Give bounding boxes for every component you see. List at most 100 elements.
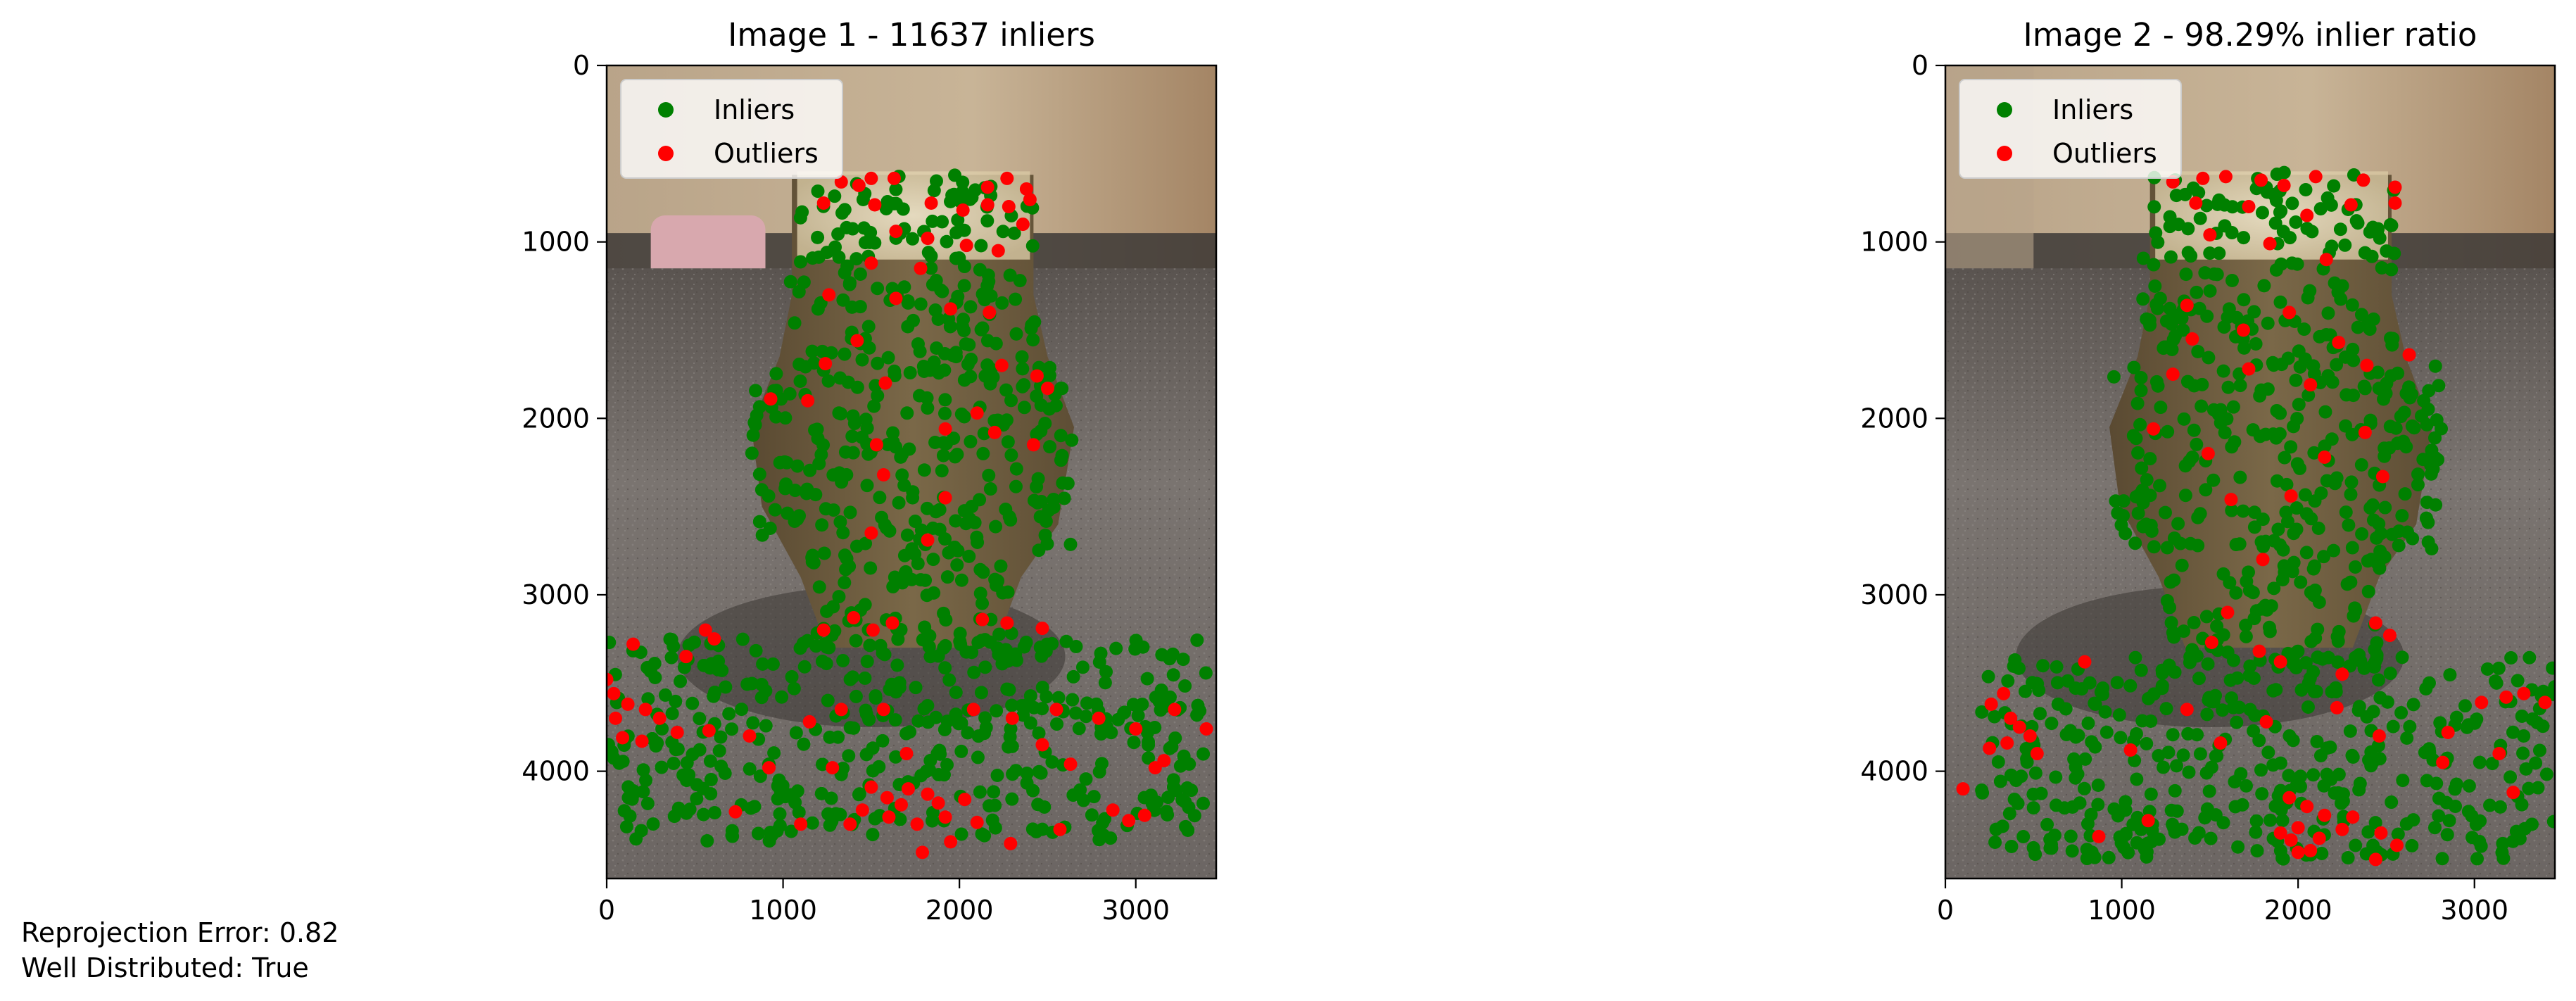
outlier-point <box>931 796 945 810</box>
inlier-point <box>2117 841 2131 855</box>
outlier-point <box>2441 725 2455 739</box>
inlier-point <box>987 785 1001 799</box>
inlier-point <box>940 570 954 584</box>
inlier-point <box>883 682 897 696</box>
inlier-point <box>669 694 683 708</box>
inlier-point <box>852 787 866 801</box>
inlier-point <box>1163 741 1177 755</box>
inlier-point <box>2242 584 2256 598</box>
inlier-point <box>2263 813 2277 827</box>
inlier-point <box>1009 462 1023 476</box>
inlier-point <box>2199 483 2213 497</box>
outlier-point <box>901 782 915 796</box>
inlier-point <box>840 552 854 566</box>
inlier-point <box>803 463 817 477</box>
inlier-point <box>2236 504 2250 518</box>
outlier-point <box>2273 826 2287 840</box>
inlier-point <box>2091 779 2105 793</box>
x-tick-label: 3000 <box>2440 895 2508 926</box>
inlier-point <box>929 174 943 188</box>
outlier-point <box>1035 738 1049 752</box>
inlier-point <box>2190 437 2204 451</box>
inlier-point <box>954 573 968 587</box>
inlier-point <box>2050 660 2064 674</box>
inlier-point <box>2160 594 2174 608</box>
inlier-point <box>2134 384 2148 398</box>
inlier-point <box>1017 401 1031 415</box>
inlier-point <box>860 655 874 669</box>
inlier-point <box>2152 749 2166 763</box>
inlier-point <box>2148 279 2162 294</box>
inlier-point <box>2225 440 2239 454</box>
outlier-point <box>2196 171 2210 185</box>
inlier-point <box>976 446 990 460</box>
outlier-point <box>2166 367 2180 382</box>
outlier-point <box>876 703 890 717</box>
x-tick-label: 2000 <box>926 895 994 926</box>
inlier-point <box>990 641 1004 655</box>
inlier-point <box>832 250 846 264</box>
inlier-point <box>846 409 860 423</box>
inlier-point <box>2167 531 2181 546</box>
inlier-point <box>2049 770 2063 784</box>
inlier-point <box>976 321 990 335</box>
inlier-point <box>933 743 947 757</box>
inlier-point <box>2304 634 2318 648</box>
inlier-point <box>2195 399 2209 413</box>
inlier-point <box>2233 470 2247 484</box>
inlier-point <box>2449 777 2463 791</box>
inlier-point <box>2140 312 2154 326</box>
inlier-point <box>2269 683 2283 697</box>
inlier-point <box>1988 835 2002 849</box>
inlier-point <box>2421 515 2435 529</box>
outlier-point <box>2147 422 2161 436</box>
inlier-point <box>2342 518 2356 532</box>
inlier-point <box>2187 423 2201 437</box>
inlier-point <box>828 624 842 638</box>
outlier-point <box>976 612 990 627</box>
inlier-point <box>973 263 987 277</box>
inlier-point <box>800 486 814 500</box>
inlier-point <box>2109 494 2123 508</box>
inlier-point <box>682 768 696 782</box>
inlier-point <box>2225 273 2239 287</box>
inlier-point <box>938 532 952 546</box>
inlier-point <box>937 406 952 420</box>
outlier-point <box>2499 690 2513 704</box>
inlier-point <box>948 168 962 182</box>
inlier-point <box>917 463 931 477</box>
inlier-point <box>926 553 940 567</box>
inlier-point <box>835 206 850 220</box>
inlier-point <box>2181 246 2195 260</box>
inlier-point <box>2249 336 2263 351</box>
inlier-point <box>2033 707 2047 721</box>
inlier-point <box>2492 661 2506 675</box>
inlier-point <box>2414 409 2428 423</box>
inlier-point <box>674 674 688 688</box>
inlier-point <box>1023 689 1037 703</box>
outlier-point <box>2388 180 2402 194</box>
inlier-point <box>2407 421 2421 435</box>
inlier-point <box>1976 786 1990 800</box>
outlier-point <box>2368 616 2382 630</box>
inlier-point <box>2164 616 2178 630</box>
inlier-point <box>909 681 923 695</box>
inlier-point <box>826 600 840 614</box>
outlier-point <box>1019 182 1033 196</box>
inlier-point <box>2225 226 2239 240</box>
inlier-point <box>2406 698 2420 712</box>
outlier-point <box>868 198 882 212</box>
inlier-point <box>2483 798 2497 812</box>
inlier-point <box>1032 543 1046 558</box>
inlier-point <box>2308 559 2322 573</box>
inlier-point <box>2239 629 2253 643</box>
inlier-point <box>2268 216 2283 230</box>
inlier-point <box>2152 832 2166 846</box>
outlier-point <box>1157 754 1171 768</box>
outlier-point <box>970 815 984 829</box>
inlier-point <box>1068 706 1082 720</box>
inlier-point <box>1155 648 1169 662</box>
outlier-point <box>921 232 935 246</box>
inlier-point <box>1030 480 1044 494</box>
inlier-point <box>712 744 726 758</box>
